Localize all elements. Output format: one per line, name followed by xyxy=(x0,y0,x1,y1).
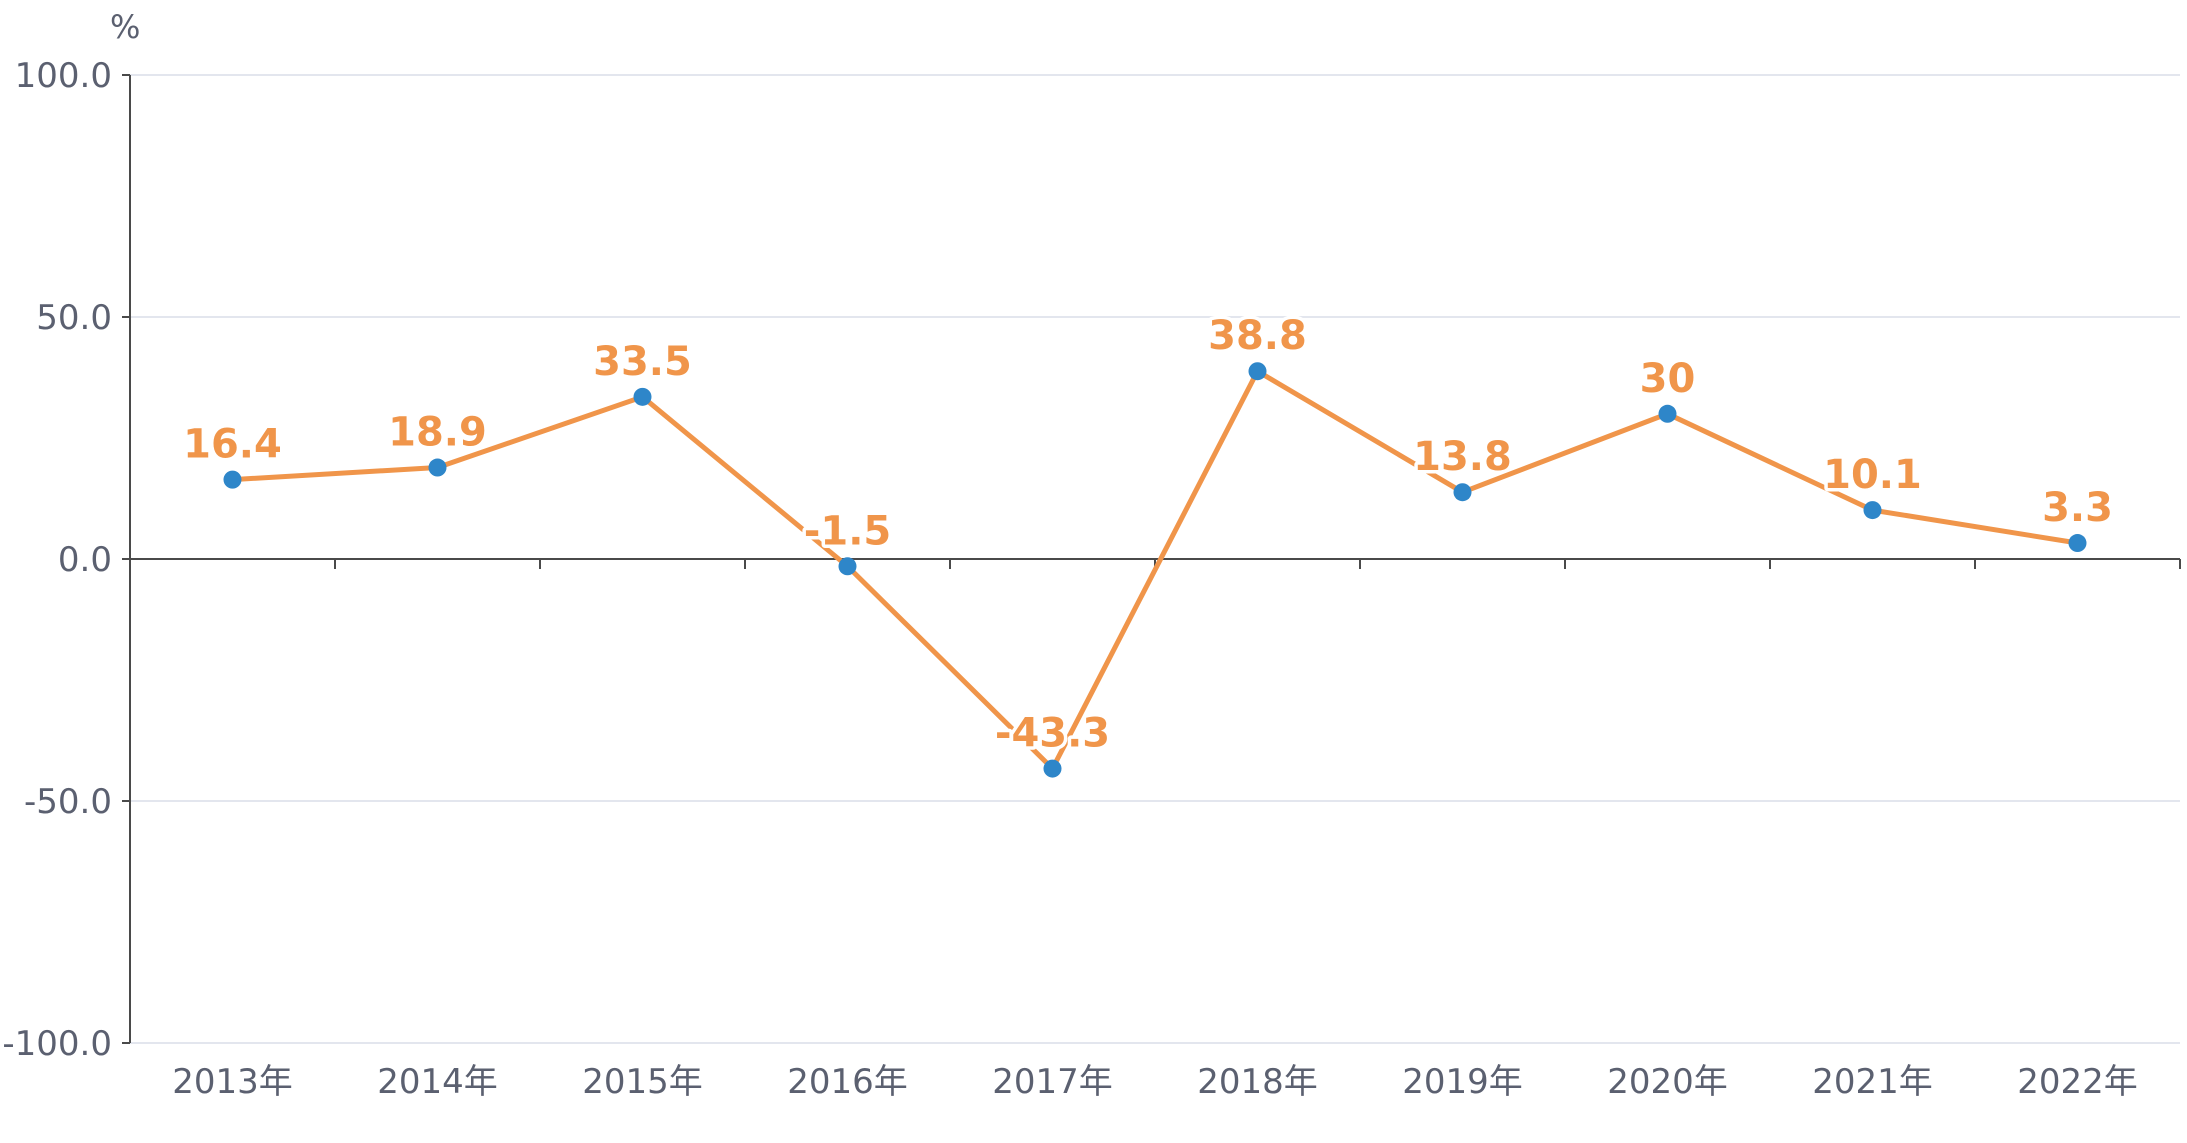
data-point-marker[interactable] xyxy=(428,458,447,477)
y-tick-label: -50.0 xyxy=(24,782,112,822)
data-label: 33.5 xyxy=(593,339,692,385)
data-labels: 16.4 18.9 33.5 -1.5 -43.3 38.8 13.8 30 10.1 3.3 xyxy=(180,310,2117,760)
x-tick-label: 2020年 xyxy=(1607,1062,1728,1102)
x-tick-label: 2018年 xyxy=(1197,1062,1318,1102)
data-point-marker[interactable] xyxy=(1043,759,1062,778)
gridlines xyxy=(130,74,2180,1044)
data-label: 3.3 xyxy=(2042,485,2113,531)
data-point-marker[interactable] xyxy=(1453,483,1472,502)
data-label: 13.8 xyxy=(1413,434,1512,480)
x-tick-label: 2013年 xyxy=(172,1062,293,1102)
axes xyxy=(129,75,2181,1043)
x-tick-label: 2016年 xyxy=(787,1062,908,1102)
x-tick-label: 2014年 xyxy=(377,1062,498,1102)
x-tick-label: 2021年 xyxy=(1812,1062,1933,1102)
data-point-marker[interactable] xyxy=(838,557,857,576)
data-label: 16.4 xyxy=(183,422,282,468)
y-tick-label: 50.0 xyxy=(36,298,112,338)
x-axis-ticks: 2013年 2014年 2015年 2016年 2017年 2018年 2019年 2020年… xyxy=(172,1062,2138,1102)
data-label: -1.5 xyxy=(804,508,891,554)
x-tick-label: 2017年 xyxy=(992,1062,1113,1102)
data-point-marker[interactable] xyxy=(2068,534,2087,553)
data-point-marker[interactable] xyxy=(1658,404,1677,423)
series-line xyxy=(230,368,2080,772)
data-point-marker[interactable] xyxy=(223,470,242,489)
data-point-marker[interactable] xyxy=(1863,501,1882,520)
y-tick-label: 0.0 xyxy=(58,540,112,580)
data-label: -43.3 xyxy=(995,711,1110,757)
data-label: 38.8 xyxy=(1208,313,1307,359)
data-label: 30 xyxy=(1640,356,1696,402)
y-axis-ticks: 100.0 50.0 0.0 -50.0 -100.0 xyxy=(2,56,130,1064)
y-unit-label: % xyxy=(110,8,140,46)
data-label: 10.1 xyxy=(1823,452,1922,498)
data-point-marker[interactable] xyxy=(1248,362,1267,381)
x-tick-label: 2022年 xyxy=(2017,1062,2138,1102)
data-point-marker[interactable] xyxy=(633,387,652,406)
series-layer xyxy=(223,362,2087,778)
x-tick-label: 2015年 xyxy=(582,1062,703,1102)
x-tick-label: 2019年 xyxy=(1402,1062,1523,1102)
y-tick-label: 100.0 xyxy=(15,56,112,96)
y-tick-label: -100.0 xyxy=(2,1024,112,1064)
data-label: 18.9 xyxy=(388,410,487,456)
